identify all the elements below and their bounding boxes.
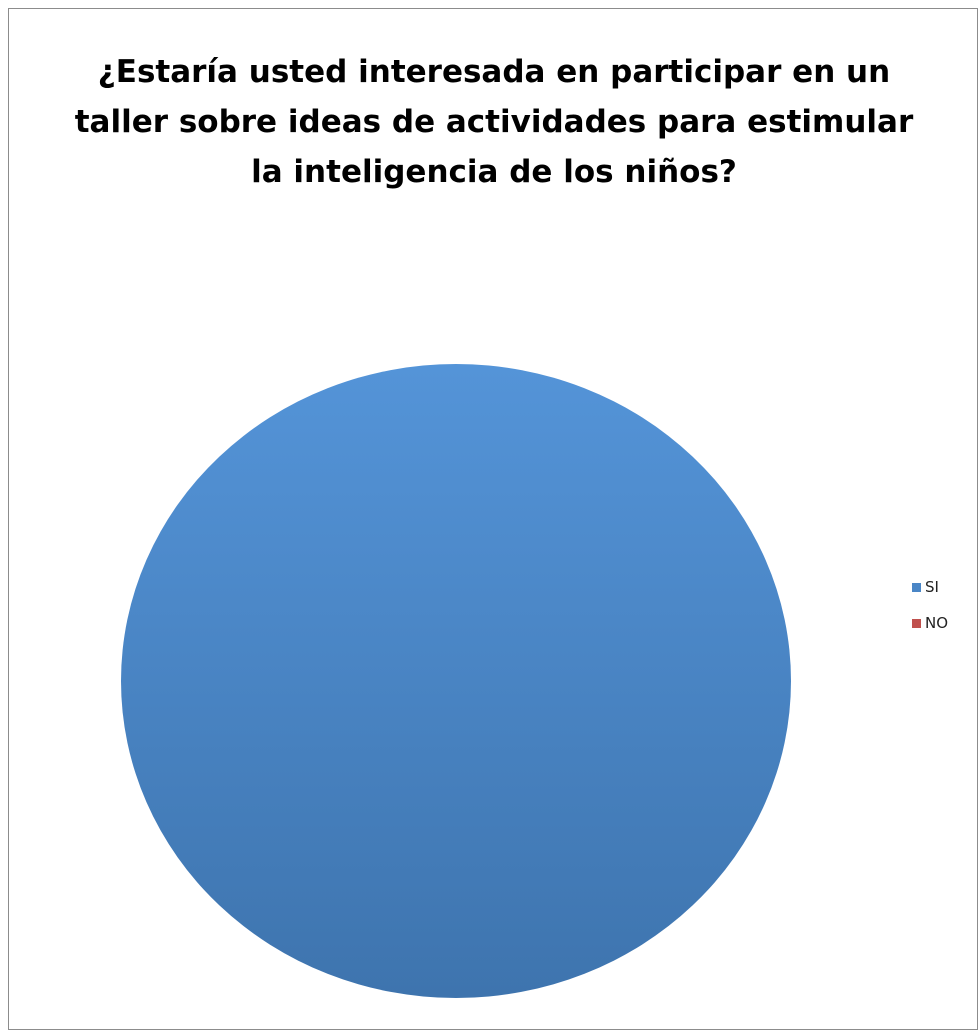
legend-swatch-si [912,583,921,592]
chart-frame: ¿Estaría usted interesada en participar … [8,8,978,1030]
legend-item-si: SI [912,576,976,598]
pie-slice-si [121,364,791,998]
legend-item-no: NO [912,612,976,634]
pie-slices [121,364,791,998]
legend-label-no: NO [925,614,948,632]
legend-swatch-no [912,619,921,628]
pie-chart [9,9,977,1029]
legend: SI NO [912,576,976,648]
legend-label-si: SI [925,578,939,596]
